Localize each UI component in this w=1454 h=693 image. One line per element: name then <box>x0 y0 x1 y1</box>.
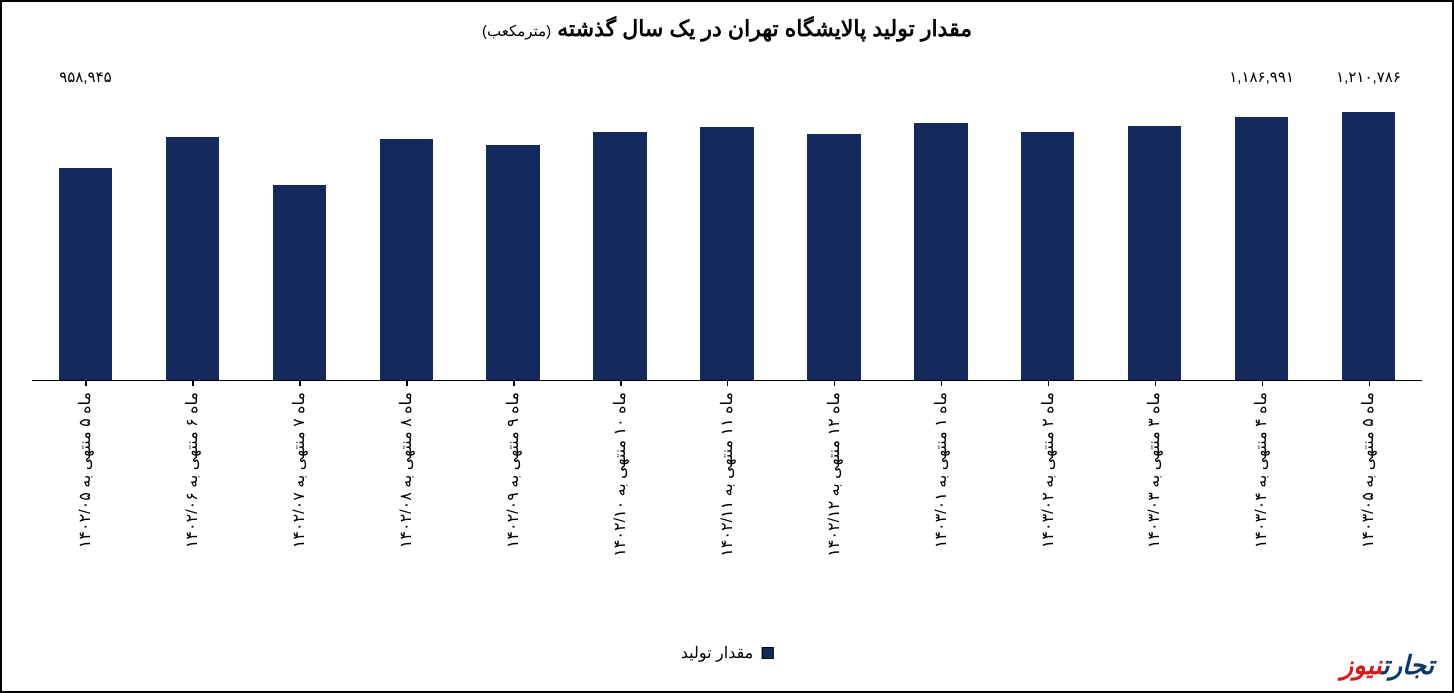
x-tick <box>834 380 836 386</box>
legend-swatch <box>761 647 773 659</box>
bar <box>1342 112 1395 380</box>
chart-container: مقدار تولید پالایشگاه تهران در یک سال گذ… <box>0 0 1454 693</box>
title-main: مقدار تولید پالایشگاه تهران در یک سال گذ… <box>557 16 972 41</box>
x-axis-label: ماه ۶ منتهی به ۱۴۰۲/۰۶ <box>182 392 202 548</box>
x-tick <box>1262 380 1264 386</box>
bar-value-label: ۱,۲۱۰,۷۸۶ <box>1336 68 1401 86</box>
plot-area: ۹۵۸,۹۴۵ماه ۵ منتهی به ۱۴۰۲/۰۵ماه ۶ منتهی… <box>32 62 1422 621</box>
bar-slot: ماه ۱۰ منتهی به ۱۴۰۲/۱۰ <box>567 92 674 380</box>
x-axis-label: ماه ۲ منتهی به ۱۴۰۳/۰۲ <box>1038 392 1058 548</box>
x-axis-label: ماه ۵ منتهی به ۱۴۰۳/۰۵ <box>1359 392 1379 548</box>
chart-title: مقدار تولید پالایشگاه تهران در یک سال گذ… <box>2 16 1452 42</box>
bar-slot: ماه ۲ منتهی به ۱۴۰۳/۰۲ <box>994 92 1101 380</box>
bar-slot: ماه ۱۱ منتهی به ۱۴۰۲/۱۱ <box>674 92 781 380</box>
bar-value-label: ۹۵۸,۹۴۵ <box>59 68 112 86</box>
x-tick <box>406 380 408 386</box>
bar <box>807 134 860 380</box>
x-axis-label: ماه ۵ منتهی به ۱۴۰۲/۰۵ <box>75 392 95 548</box>
x-axis-label: ماه ۱ منتهی به ۱۴۰۳/۰۱ <box>931 392 951 548</box>
x-tick <box>85 380 87 386</box>
bar-slot: ۱,۱۸۶,۹۹۱ماه ۴ منتهی به ۱۴۰۳/۰۴ <box>1208 92 1315 380</box>
bar-slot: ۱,۲۱۰,۷۸۶ماه ۵ منتهی به ۱۴۰۳/۰۵ <box>1315 92 1422 380</box>
bar <box>486 145 539 380</box>
bar <box>166 137 219 380</box>
bar <box>380 139 433 380</box>
watermark-part2: نیوز <box>1341 650 1383 680</box>
bar <box>700 127 753 380</box>
bar <box>273 185 326 380</box>
legend-label: مقدار تولید <box>681 643 754 663</box>
x-tick <box>727 380 729 386</box>
x-tick <box>299 380 301 386</box>
x-axis-label: ماه ۸ منتهی به ۱۴۰۲/۰۸ <box>396 392 416 548</box>
bar-slot: ماه ۸ منتهی به ۱۴۰۲/۰۸ <box>353 92 460 380</box>
x-tick <box>1369 380 1371 386</box>
x-axis-label: ماه ۹ منتهی به ۱۴۰۲/۰۹ <box>503 392 523 548</box>
x-axis-label: ماه ۷ منتهی به ۱۴۰۲/۰۷ <box>289 392 309 548</box>
x-tick <box>513 380 515 386</box>
bar <box>1021 132 1074 380</box>
bar <box>593 132 646 380</box>
x-axis-label: ماه ۳ منتهی به ۱۴۰۳/۰۳ <box>1145 392 1165 548</box>
x-axis-label: ماه ۴ منتهی به ۱۴۰۳/۰۴ <box>1252 392 1272 548</box>
watermark-logo: تجارتنیوز <box>1341 650 1434 681</box>
bar <box>1128 126 1181 380</box>
x-axis-label: ماه ۱۲ منتهی به ۱۴۰۲/۱۲ <box>824 392 844 557</box>
bar-slot: ۹۵۸,۹۴۵ماه ۵ منتهی به ۱۴۰۲/۰۵ <box>32 92 139 380</box>
bar-slot: ماه ۹ منتهی به ۱۴۰۲/۰۹ <box>460 92 567 380</box>
bar <box>59 168 112 380</box>
bar-value-label: ۱,۱۸۶,۹۹۱ <box>1229 68 1294 86</box>
x-tick <box>941 380 943 386</box>
legend: مقدار تولید <box>681 643 774 663</box>
bars-region: ۹۵۸,۹۴۵ماه ۵ منتهی به ۱۴۰۲/۰۵ماه ۶ منتهی… <box>32 92 1422 381</box>
x-tick <box>620 380 622 386</box>
title-sub: (مترمکعب) <box>482 23 551 40</box>
bar-slot: ماه ۳ منتهی به ۱۴۰۳/۰۳ <box>1101 92 1208 380</box>
x-tick <box>1155 380 1157 386</box>
bar-slot: ماه ۷ منتهی به ۱۴۰۲/۰۷ <box>246 92 353 380</box>
bar-slot: ماه ۶ منتهی به ۱۴۰۲/۰۶ <box>139 92 246 380</box>
x-axis-label: ماه ۱۰ منتهی به ۱۴۰۲/۱۰ <box>610 392 630 557</box>
watermark-part1: تجارت <box>1382 650 1434 680</box>
x-tick <box>1048 380 1050 386</box>
bar-slot: ماه ۱ منتهی به ۱۴۰۳/۰۱ <box>887 92 994 380</box>
bar-slot: ماه ۱۲ منتهی به ۱۴۰۲/۱۲ <box>780 92 887 380</box>
x-axis-label: ماه ۱۱ منتهی به ۱۴۰۲/۱۱ <box>717 392 737 557</box>
bar <box>914 123 967 380</box>
bar <box>1235 117 1288 380</box>
x-tick <box>192 380 194 386</box>
